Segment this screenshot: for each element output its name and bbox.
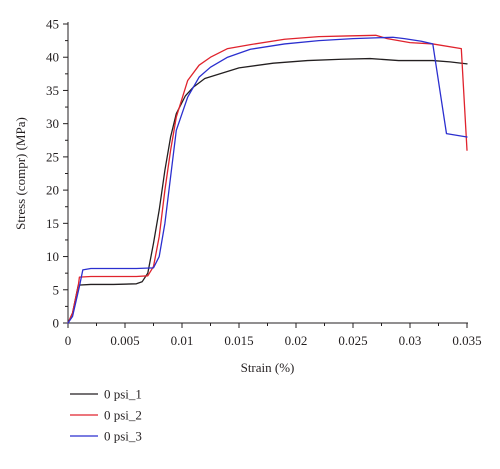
y-tick-label: 5 bbox=[53, 282, 60, 297]
x-tick-label: 0.02 bbox=[285, 333, 308, 348]
y-tick-label: 0 bbox=[53, 316, 60, 331]
legend-label-1: 0 psi_1 bbox=[104, 387, 142, 402]
series-line-3 bbox=[67, 36, 468, 324]
y-axis-title: Stress (compr) (MPa) bbox=[13, 117, 28, 230]
y-tick-label: 35 bbox=[46, 83, 59, 98]
x-tick-label: 0.03 bbox=[399, 333, 422, 348]
x-tick-label: 0.01 bbox=[171, 333, 194, 348]
y-tick-label: 45 bbox=[46, 17, 59, 32]
y-tick-label: 15 bbox=[46, 216, 59, 231]
x-tick-label: 0.035 bbox=[452, 333, 481, 348]
y-tick-label: 30 bbox=[46, 116, 59, 131]
series-line-1 bbox=[67, 57, 468, 324]
y-tick-label: 10 bbox=[46, 249, 59, 264]
series-layer bbox=[67, 34, 468, 324]
y-tick-label: 25 bbox=[46, 149, 59, 164]
x-axis-title: Strain (%) bbox=[241, 360, 295, 375]
x-tick-label: 0 bbox=[65, 333, 72, 348]
axes-layer: 0 0.005 0.01 0.015 0.02 0.025 0.03 0.035 0 5 10 15 2… bbox=[13, 17, 482, 376]
series-line-2 bbox=[67, 34, 468, 324]
x-tick-label: 0.015 bbox=[224, 333, 253, 348]
y-tick-label: 20 bbox=[46, 183, 59, 198]
x-tick-label: 0.005 bbox=[110, 333, 139, 348]
legend-label-3: 0 psi_3 bbox=[104, 429, 142, 444]
x-tick-label: 0.025 bbox=[338, 333, 367, 348]
legend: 0 psi_1 0 psi_2 0 psi_3 bbox=[70, 387, 142, 444]
y-tick-label: 40 bbox=[46, 50, 59, 65]
legend-label-2: 0 psi_2 bbox=[104, 408, 142, 423]
